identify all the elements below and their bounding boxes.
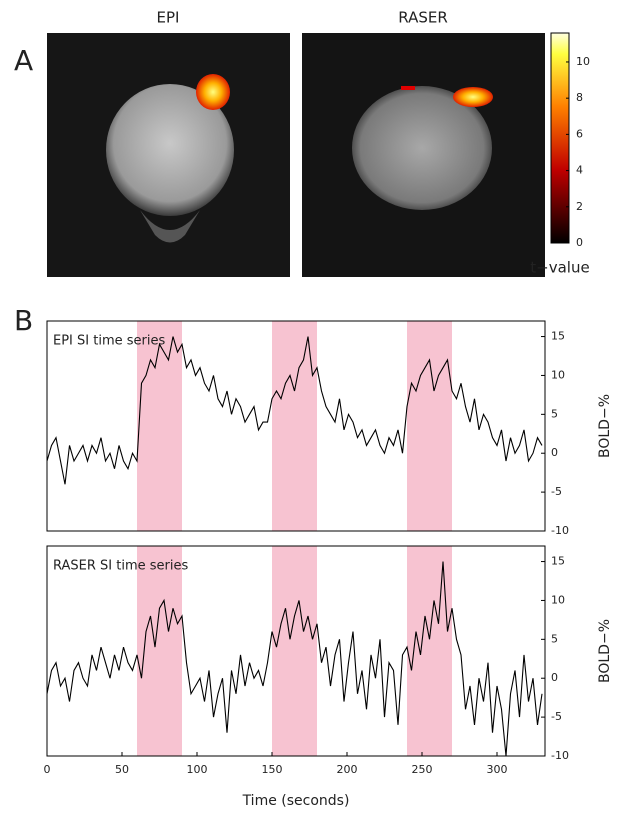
colorbar [551, 33, 569, 243]
y-tick-label: -5 [551, 710, 562, 723]
colorbar-tick-label: 6 [576, 127, 583, 140]
panel-label: B [14, 304, 33, 337]
image-title: EPI [157, 9, 180, 27]
x-axis-label: Time (seconds) [242, 793, 350, 809]
y-tick-label: -10 [551, 524, 569, 537]
y-axis-label: BOLD−% [597, 619, 613, 683]
x-tick-label: 300 [487, 763, 508, 776]
raser-image [302, 33, 545, 277]
x-tick-label: 0 [44, 763, 51, 776]
figure: A B EPI RASER t−value 0 2 4 6 8 10 -10 -5 0 5 10 15… [0, 0, 624, 817]
y-tick-label: -5 [551, 485, 562, 498]
colorbar-tick-label: 8 [576, 91, 583, 104]
x-tick-label: 50 [115, 763, 129, 776]
stimulus-block [137, 321, 182, 531]
colorbar-tick-label: 2 [576, 200, 583, 213]
y-tick-label: 10 [551, 368, 565, 381]
stimulus-block [407, 321, 452, 531]
colorbar-label: t−value [530, 259, 589, 277]
y-tick-label: -10 [551, 749, 569, 762]
image-title: RASER [398, 9, 448, 27]
y-tick-label: 15 [551, 330, 565, 343]
y-tick-label: 5 [551, 407, 558, 420]
x-tick-label: 250 [412, 763, 433, 776]
x-tick-label: 150 [262, 763, 283, 776]
y-tick-label: 10 [551, 593, 565, 606]
y-tick-label: 15 [551, 555, 565, 568]
x-tick-label: 100 [187, 763, 208, 776]
y-tick-label: 5 [551, 632, 558, 645]
colorbar-tick-label: 4 [576, 164, 583, 177]
y-tick-label: 0 [551, 671, 558, 684]
colorbar-tick-label: 10 [576, 55, 590, 68]
panel-label: A [14, 44, 33, 77]
chart-title: RASER SI time series [53, 559, 188, 574]
stimulus-block [272, 546, 317, 756]
epi-image [47, 33, 290, 277]
y-axis-label: BOLD−% [597, 394, 613, 458]
colorbar-tick-label: 0 [576, 236, 583, 249]
chart-title: EPI SI time series [53, 334, 165, 349]
y-tick-label: 0 [551, 446, 558, 459]
x-tick-label: 200 [337, 763, 358, 776]
